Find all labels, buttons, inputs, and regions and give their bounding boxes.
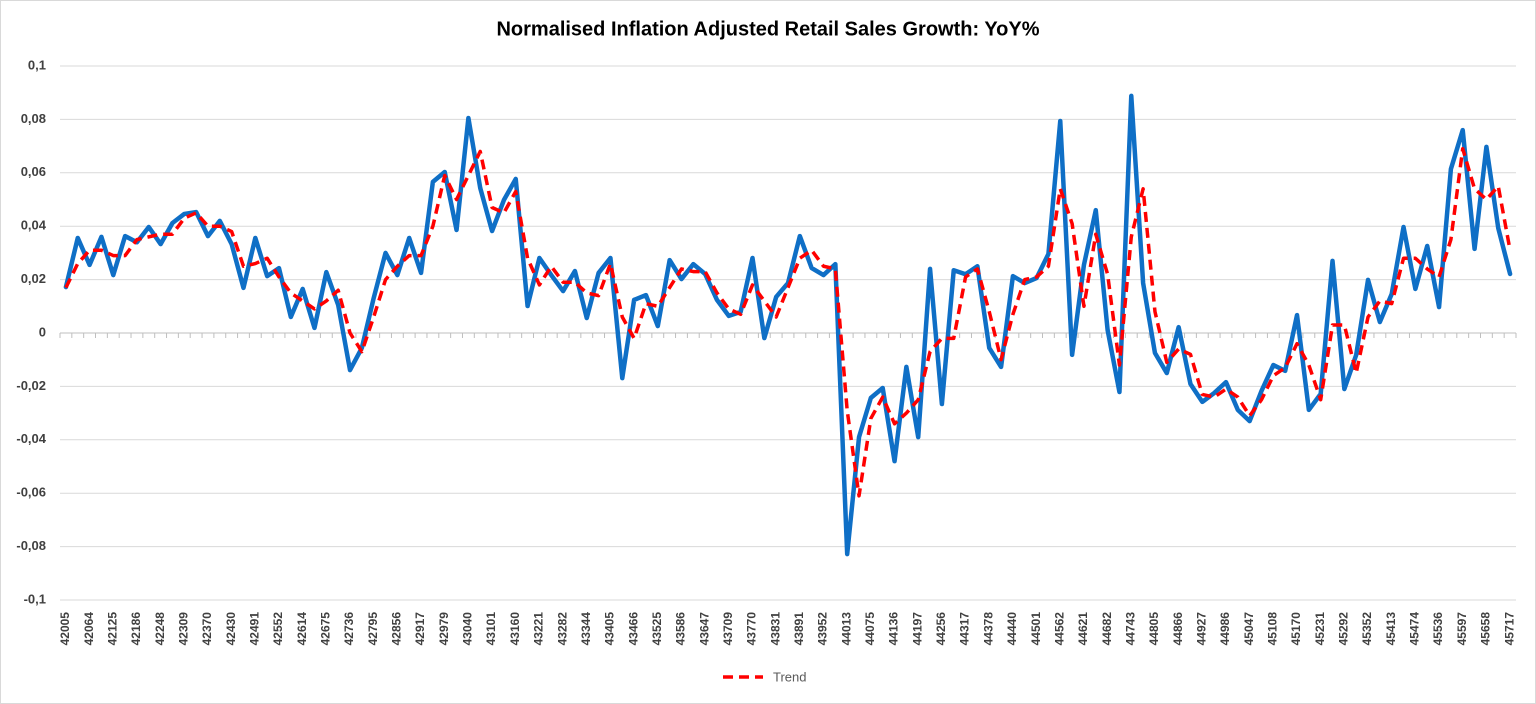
y-tick-label: 0,06 [21, 164, 46, 179]
y-tick-label: -0,04 [16, 431, 46, 446]
x-tick-label: 45047 [1242, 612, 1256, 646]
x-tick-label: 42064 [82, 612, 96, 646]
y-tick-label: 0,1 [28, 57, 46, 72]
x-tick-label: 43525 [650, 612, 664, 646]
x-tick-label: 43647 [697, 612, 711, 646]
x-tick-label: 42186 [129, 612, 143, 646]
x-tick-label: 45536 [1431, 612, 1445, 646]
x-tick-label: 44986 [1218, 612, 1232, 646]
x-tick-label: 42005 [58, 612, 72, 646]
x-tick-label: 42675 [319, 612, 333, 646]
y-tick-label: -0,08 [16, 538, 46, 553]
x-tick-label: 44805 [1147, 612, 1161, 646]
x-tick-label: 43221 [532, 612, 546, 646]
x-tick-label: 42370 [200, 612, 214, 646]
x-tick-label: 42430 [224, 612, 238, 646]
x-tick-label: 42736 [342, 612, 356, 646]
chart-title: Normalised Inflation Adjusted Retail Sal… [496, 18, 1039, 40]
x-tick-label: 44621 [1076, 612, 1090, 646]
x-tick-label: 44197 [910, 612, 924, 646]
x-tick-label: 45170 [1289, 612, 1303, 646]
x-tick-label: 44317 [958, 612, 972, 646]
x-tick-label: 44136 [887, 612, 901, 646]
x-tick-label: 43466 [626, 612, 640, 646]
x-tick-label: 43344 [579, 612, 593, 646]
x-tick-label: 42309 [176, 612, 190, 646]
x-tick-label: 43282 [555, 612, 569, 646]
x-tick-label: 44013 [839, 612, 853, 646]
x-tick-label: 45658 [1479, 612, 1493, 646]
x-tick-label: 44866 [1171, 612, 1185, 646]
x-tick-label: 42979 [437, 612, 451, 646]
y-tick-label: 0,04 [21, 218, 47, 233]
x-tick-label: 45292 [1337, 612, 1351, 646]
x-tick-label: 44440 [1005, 612, 1019, 646]
x-tick-label: 45231 [1313, 612, 1327, 646]
legend: Trend [723, 669, 806, 684]
x-tick-label: 45352 [1360, 612, 1374, 646]
x-tick-label: 42125 [105, 612, 119, 646]
x-tick-label: 42614 [295, 612, 309, 646]
x-tick-label: 42917 [413, 612, 427, 646]
x-tick-label: 45413 [1384, 612, 1398, 646]
y-tick-label: 0,02 [21, 271, 46, 286]
y-tick-label: 0,08 [21, 111, 46, 126]
y-tick-label: -0,06 [16, 485, 46, 500]
x-tick-label: 45717 [1502, 612, 1516, 646]
x-tick-label: 44256 [934, 612, 948, 646]
legend-label: Trend [773, 669, 806, 684]
series-line [64, 147, 1512, 498]
x-tick-label: 45108 [1266, 612, 1280, 646]
x-tick-label: 44501 [1029, 612, 1043, 646]
y-tick-label: -0,02 [16, 378, 46, 393]
x-tick-label: 43709 [721, 612, 735, 646]
x-tick-label: 44562 [1052, 612, 1066, 646]
x-tick-label: 42552 [271, 612, 285, 646]
x-tick-label: 44743 [1123, 612, 1137, 646]
x-tick-label: 43770 [745, 612, 759, 646]
x-tick-label: 45597 [1455, 612, 1469, 646]
x-tick-label: 44075 [863, 612, 877, 646]
x-tick-label: 44927 [1194, 612, 1208, 646]
x-tick-label: 43405 [603, 612, 617, 646]
x-tick-label: 44378 [981, 612, 995, 646]
x-tick-label: 43952 [816, 612, 830, 646]
x-tick-label: 42248 [153, 612, 167, 646]
x-tick-label: 43101 [484, 612, 498, 646]
x-tick-label: 44682 [1100, 612, 1114, 646]
x-tick-label: 42856 [390, 612, 404, 646]
x-tick-label: 43891 [792, 612, 806, 646]
x-tick-label: 45474 [1408, 612, 1422, 646]
y-tick-label: -0,1 [24, 591, 46, 606]
x-tick-label: 42491 [247, 612, 261, 646]
x-tick-label: 43040 [461, 612, 475, 646]
x-tick-label: 42795 [366, 612, 380, 646]
x-tick-label: 43831 [768, 612, 782, 646]
x-tick-label: 43586 [674, 612, 688, 646]
y-tick-label: 0 [39, 324, 46, 339]
x-tick-label: 43160 [508, 612, 522, 646]
